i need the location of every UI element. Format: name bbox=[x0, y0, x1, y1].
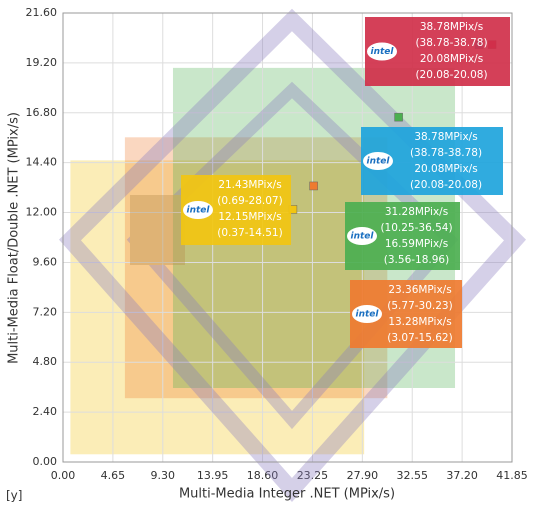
data-label: (38.78-38.78) bbox=[410, 147, 482, 159]
data-label: 20.08MPix/s bbox=[414, 163, 477, 175]
y-tick-label: 0.00 bbox=[33, 455, 58, 468]
logo-badge bbox=[363, 152, 393, 170]
corner-label: [y] bbox=[6, 489, 22, 503]
y-tick-label: 4.80 bbox=[33, 355, 58, 368]
logo-badge bbox=[347, 227, 377, 245]
logo: intel bbox=[351, 232, 375, 242]
y-tick-label: 21.60 bbox=[26, 6, 58, 19]
y-tick-label: 12.00 bbox=[26, 206, 58, 219]
data-label: (20.08-20.08) bbox=[410, 179, 482, 191]
data-label: 23.36MPix/s bbox=[388, 284, 451, 296]
x-tick-label: 9.30 bbox=[151, 469, 176, 482]
x-tick-label: 32.55 bbox=[396, 469, 428, 482]
logo: intel bbox=[367, 157, 391, 167]
label-layer: intel 21.43MPix/s (0.69-28.07) 12.15MPix/s (… bbox=[181, 17, 510, 348]
plot-border bbox=[62, 12, 513, 463]
y-tick-label: 9.60 bbox=[33, 255, 58, 268]
data-label: (10.25-36.54) bbox=[380, 222, 452, 234]
data-label: 21.43MPix/s bbox=[218, 179, 281, 191]
y-axis-label: Multi-Media Float/Double .NET (MPix/s) bbox=[7, 112, 22, 364]
data-label: 16.59MPix/s bbox=[385, 238, 448, 250]
data-label: (0.69-28.07) bbox=[217, 195, 282, 207]
logo-badge bbox=[352, 305, 382, 323]
logo-badge bbox=[183, 201, 213, 219]
x-tick-label: 0.00 bbox=[51, 469, 76, 482]
x-axis-label: Multi-Media Integer .NET (MPix/s) bbox=[179, 487, 395, 502]
logo-badge bbox=[367, 42, 397, 61]
y-tick-label: 19.20 bbox=[26, 56, 58, 69]
x-tick-label: 23.25 bbox=[297, 469, 329, 482]
data-label: 38.78MPix/s bbox=[420, 21, 483, 33]
x-tick-label: 27.90 bbox=[347, 469, 379, 482]
x-tick-label: 13.95 bbox=[197, 469, 229, 482]
data-label: 38.78MPix/s bbox=[414, 131, 477, 143]
data-label: 20.08MPix/s bbox=[420, 53, 483, 65]
y-tick-label: 14.40 bbox=[26, 156, 58, 169]
y-tick-label: 7.20 bbox=[33, 305, 58, 318]
data-label: 31.28MPix/s bbox=[385, 206, 448, 218]
x-tick-label: 37.20 bbox=[446, 469, 478, 482]
x-tick-label: 18.60 bbox=[247, 469, 279, 482]
data-label: (0.37-14.51) bbox=[217, 227, 282, 239]
data-label: (38.78-38.78) bbox=[415, 37, 487, 49]
y-tick-label: 2.40 bbox=[33, 405, 58, 418]
range-layer bbox=[70, 67, 456, 455]
data-label: 13.28MPix/s bbox=[388, 316, 451, 328]
y-tick-label: 16.80 bbox=[26, 106, 58, 119]
data-label: (5.77-30.23) bbox=[387, 300, 452, 312]
point bbox=[394, 112, 403, 122]
x-tick-label: 4.65 bbox=[101, 469, 126, 482]
data-label: (3.56-18.96) bbox=[384, 254, 449, 266]
point bbox=[309, 181, 318, 191]
logo: intel bbox=[371, 47, 395, 57]
x-tick-label: 41.85 bbox=[496, 469, 528, 482]
logo: intel bbox=[356, 310, 380, 320]
data-label: (3.07-15.62) bbox=[387, 332, 452, 344]
data-label: 12.15MPix/s bbox=[218, 211, 281, 223]
logo: intel bbox=[187, 206, 211, 216]
data-label: (20.08-20.08) bbox=[415, 69, 487, 81]
